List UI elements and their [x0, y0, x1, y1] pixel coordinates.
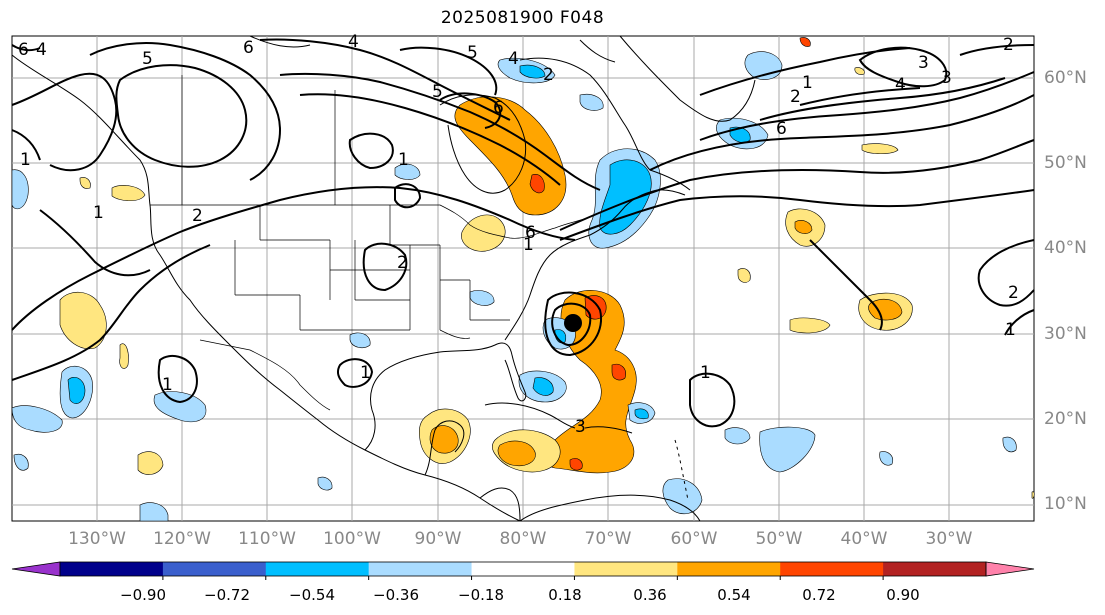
contour-label: 1 [398, 150, 409, 170]
contour-label: 4 [36, 40, 47, 60]
colorbar [11, 561, 1035, 580]
contour-label: 1 [162, 375, 173, 395]
coastlines [11, 35, 756, 522]
contours [11, 38, 1035, 428]
colorbar-extend-high [985, 561, 1035, 577]
contour-label: 1 [700, 363, 711, 383]
lat-label: 20°N [1044, 409, 1087, 429]
lon-label: 40°W [840, 529, 888, 549]
colorbar-segment [162, 562, 267, 576]
lon-label: 130°W [68, 529, 126, 549]
contour-label: 1 [1005, 320, 1016, 340]
lat-label: 60°N [1044, 68, 1087, 88]
colorbar-tick-label: −0.18 [458, 586, 504, 604]
contour-label: 4 [508, 49, 519, 69]
contour-label: 6 [525, 223, 536, 243]
contour-label: 2 [790, 87, 801, 107]
contour-label: 1 [20, 150, 31, 170]
colorbar-extend-low [11, 561, 61, 577]
colorbar-tick-label: 0.72 [802, 586, 836, 604]
storm-center-marker [564, 314, 582, 332]
contour-label: 6 [18, 40, 29, 60]
colorbar-segment [368, 562, 473, 576]
lon-label: 30°W [925, 529, 973, 549]
contour-label: 2 [1003, 35, 1014, 55]
contour-label: 4 [895, 75, 906, 95]
contour-labels: 6 4 5 6 4 5 6 5 6 4 3 2 1 1 1 2 1 2 1 1 … [18, 32, 1019, 437]
colorbar-segment [780, 562, 884, 576]
colorbar-segment [574, 562, 678, 576]
lon-label: 90°W [414, 529, 462, 549]
lon-label: 60°W [670, 529, 718, 549]
contour-label: 4 [348, 32, 359, 52]
lat-label: 30°N [1044, 324, 1087, 344]
colorbar-segment [471, 562, 575, 576]
contour-label: 3 [918, 53, 929, 73]
colorbar-tick-label: 0.36 [633, 586, 667, 604]
contour-label: 3 [941, 68, 952, 88]
colorbar-tick-label: −0.54 [289, 586, 335, 604]
contour-label: 5 [432, 82, 443, 102]
lon-label: 50°W [755, 529, 803, 549]
lon-grid-lines [96, 36, 950, 521]
lat-label: 40°N [1044, 238, 1087, 258]
contour-label: 1 [523, 235, 534, 255]
contour-label: 2 [397, 253, 408, 273]
contour-label: 3 [575, 417, 586, 437]
contour-label: 5 [142, 49, 153, 69]
colorbar-tick-label: −0.72 [204, 586, 250, 604]
contour-label: 6 [493, 98, 504, 118]
contour-label: 6 [776, 119, 787, 139]
contour-label: 1 [360, 363, 371, 383]
lon-label: 100°W [323, 529, 381, 549]
colorbar-segment [883, 562, 987, 576]
contour-label: 1 [93, 203, 104, 223]
lon-label: 70°W [584, 529, 632, 549]
colorbar-tick-label: 0.18 [548, 586, 582, 604]
colorbar-segment [677, 562, 781, 576]
lon-label: 110°W [238, 529, 296, 549]
lon-label: 80°W [499, 529, 547, 549]
map-title: 2025081900 F048 [440, 8, 605, 28]
contour-label: 2 [1008, 283, 1019, 303]
contour-label: 5 [467, 43, 478, 63]
contour-label: 2 [192, 206, 203, 226]
colorbar-tick-label: 0.54 [717, 586, 751, 604]
colorbar-tick-label: 0.90 [886, 586, 920, 604]
contour-label: 1 [802, 73, 813, 93]
political-borders [150, 75, 596, 411]
colorbar-tick-label: −0.90 [120, 586, 166, 604]
lon-label: 120°W [153, 529, 211, 549]
lat-label: 10°N [1044, 494, 1087, 514]
contour-label: 6 [243, 38, 254, 58]
colorbar-segment [265, 562, 370, 576]
lat-label: 50°N [1044, 153, 1087, 173]
colorbar-segment [60, 562, 164, 576]
colorbar-tick-label: −0.36 [373, 586, 419, 604]
colorbar-outline [59, 561, 987, 577]
contour-label: 2 [543, 65, 554, 85]
